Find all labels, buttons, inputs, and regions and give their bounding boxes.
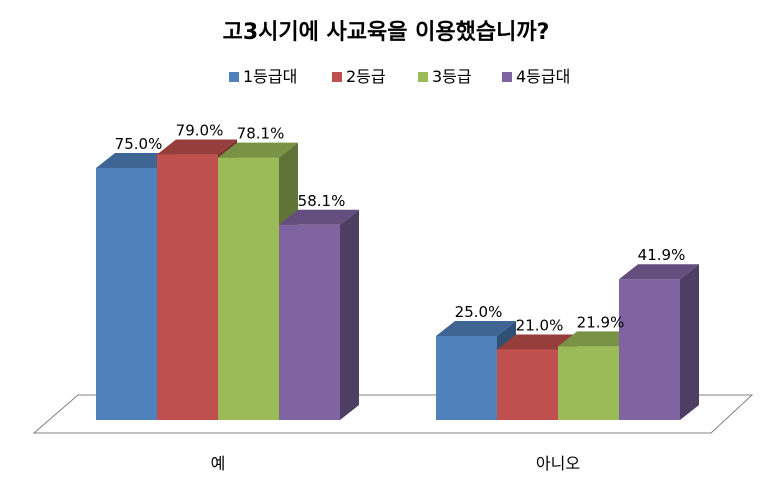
data-label-2-3: 21.9% bbox=[577, 313, 625, 331]
legend-swatch-2 bbox=[332, 72, 342, 82]
legend-swatch-1 bbox=[229, 72, 239, 82]
data-labels: 75.0% 79.0% 78.1% 58.1% 25.0% 21.0% 21.9% 41.9% bbox=[115, 122, 686, 335]
data-label-1-2: 79.0% bbox=[176, 122, 224, 140]
bar-2-4 bbox=[619, 264, 699, 420]
legend-label-4: 4등급대 bbox=[516, 67, 570, 86]
category-label-2: 아니오 bbox=[536, 454, 580, 473]
bar-top bbox=[157, 139, 237, 155]
category-labels: 예 아니오 bbox=[211, 454, 580, 473]
chart-title: 고3시기에 사교육을 이용했습니까? bbox=[223, 20, 550, 45]
bar-side bbox=[680, 264, 699, 420]
bar-top bbox=[497, 334, 577, 350]
data-label-1-3: 78.1% bbox=[237, 125, 285, 143]
bar-top bbox=[558, 331, 638, 347]
bar-top bbox=[279, 209, 359, 225]
bar-front bbox=[218, 157, 279, 421]
legend-label-2: 2등급 bbox=[346, 67, 386, 86]
bar-top bbox=[96, 153, 176, 168]
bar-front bbox=[497, 349, 558, 420]
data-label-2-2: 21.0% bbox=[516, 316, 564, 334]
bar-front bbox=[96, 168, 157, 420]
data-label-1-4: 58.1% bbox=[298, 192, 346, 210]
bar-top bbox=[619, 264, 699, 280]
bar-top bbox=[436, 321, 516, 336]
legend-label-3: 3등급 bbox=[432, 67, 472, 86]
data-label-2-1: 25.0% bbox=[455, 303, 503, 321]
bar-1-4 bbox=[279, 209, 359, 420]
bar-side bbox=[340, 209, 359, 420]
legend-swatch-3 bbox=[418, 72, 428, 82]
bar-front bbox=[279, 224, 340, 420]
legend: 1등급대 2등급 3등급 4등급대 bbox=[229, 67, 570, 86]
data-label-1-1: 75.0% bbox=[115, 135, 163, 153]
data-label-2-4: 41.9% bbox=[638, 246, 686, 264]
bars bbox=[96, 139, 699, 421]
bar-front bbox=[157, 154, 218, 420]
bar-front bbox=[558, 346, 619, 420]
bar-front bbox=[619, 279, 680, 420]
category-label-1: 예 bbox=[211, 454, 226, 473]
legend-swatch-4 bbox=[502, 72, 512, 82]
bar-front bbox=[436, 336, 497, 420]
legend-label-1: 1등급대 bbox=[243, 67, 297, 86]
bar-top bbox=[218, 142, 298, 158]
